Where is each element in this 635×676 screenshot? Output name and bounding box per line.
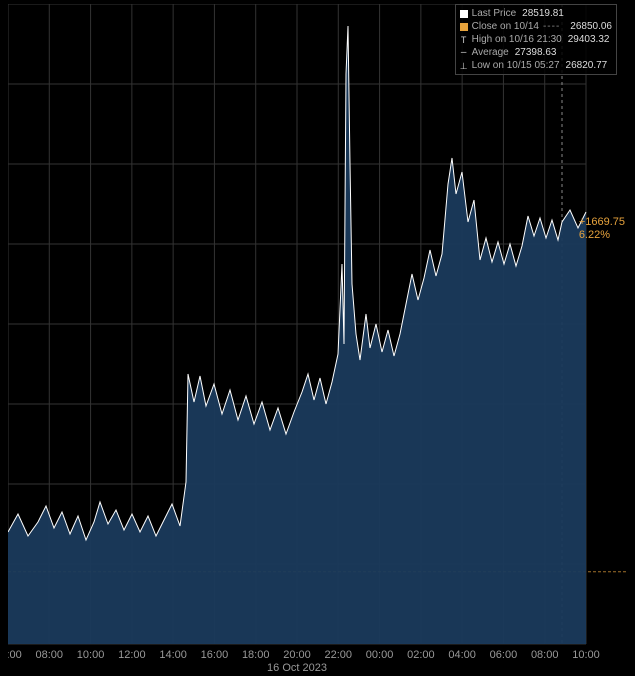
svg-text:08:00: 08:00 (531, 649, 559, 661)
avg-icon: – (460, 49, 468, 57)
legend-label: Close on 10/14 (472, 20, 539, 33)
svg-text:04:00: 04:00 (448, 649, 476, 661)
price-change-abs: +1669.75 (579, 216, 625, 229)
svg-text:08:00: 08:00 (36, 649, 64, 661)
svg-text:18:00: 18:00 (242, 649, 270, 661)
legend-marker (460, 23, 468, 31)
legend-label: Last Price (472, 7, 516, 20)
legend-value: 26820.77 (566, 59, 608, 72)
chart-legend: Last Price 28519.81 Close on 10/14 ---- … (455, 4, 617, 75)
svg-text:20:00: 20:00 (283, 649, 311, 661)
svg-text:10:00: 10:00 (77, 649, 105, 661)
legend-label: Low on 10/15 05:27 (472, 59, 560, 72)
chart-svg: 06:00 08:00 10:00 12:00 14:00 16:00 18:00 20:00… (8, 4, 627, 672)
low-icon: ⊥ (460, 62, 468, 70)
legend-label: High on 10/16 21:30 (472, 33, 562, 46)
price-chart: Last Price 28519.81 Close on 10/14 ---- … (8, 4, 627, 672)
legend-label: Average (472, 46, 509, 59)
legend-row-low: ⊥ Low on 10/15 05:27 26820.77 (460, 59, 612, 72)
legend-value: 27398.63 (515, 46, 557, 59)
svg-text:02:00: 02:00 (407, 649, 435, 661)
legend-row-close: Close on 10/14 ---- 26850.06 (460, 20, 612, 33)
svg-text:00:00: 00:00 (366, 649, 394, 661)
legend-value: 26850.06 (570, 20, 612, 33)
legend-marker (460, 10, 468, 18)
svg-text:10:00: 10:00 (572, 649, 600, 661)
svg-text:06:00: 06:00 (8, 649, 22, 661)
svg-text:22:00: 22:00 (325, 649, 353, 661)
price-change-pct: 6.22% (579, 229, 625, 242)
svg-text:16 Oct 2023: 16 Oct 2023 (267, 662, 327, 672)
svg-text:12:00: 12:00 (118, 649, 146, 661)
legend-dots: ---- (543, 20, 560, 33)
high-icon: T (460, 36, 468, 44)
legend-row-high: T High on 10/16 21:30 29403.32 (460, 33, 612, 46)
legend-value: 28519.81 (522, 7, 564, 20)
svg-text:16:00: 16:00 (201, 649, 229, 661)
legend-row-last-price: Last Price 28519.81 (460, 7, 612, 20)
legend-row-average: – Average 27398.63 (460, 46, 612, 59)
legend-value: 29403.32 (568, 33, 610, 46)
svg-text:06:00: 06:00 (490, 649, 518, 661)
price-change-callout: +1669.75 6.22% (579, 216, 625, 242)
svg-text:14:00: 14:00 (159, 649, 187, 661)
